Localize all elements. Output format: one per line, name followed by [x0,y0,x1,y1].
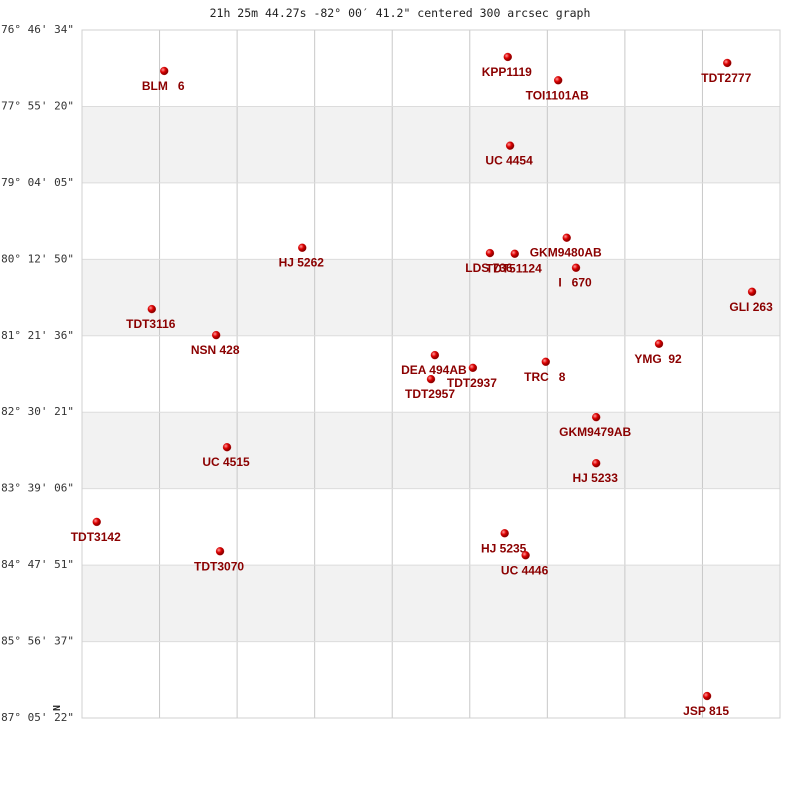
band [82,412,780,489]
star [654,339,664,348]
y-tick-label: -83° 39' 06" [0,482,74,495]
star [571,263,581,272]
star [215,547,225,556]
star-label: GLI 263 [729,300,773,314]
star-label: HJ 5235 [481,541,527,555]
north-label: N [52,705,63,711]
star [503,52,512,62]
star [521,551,530,560]
band [82,565,780,642]
star [723,58,732,68]
band [82,106,780,183]
y-tick-label: -81° 21' 36" [0,329,74,342]
star [702,691,712,701]
star-label: I 670 [558,276,592,290]
star [222,443,232,452]
star-label: BLM 6 [142,79,185,93]
star [468,363,478,372]
star [592,413,601,422]
star [160,66,169,76]
star-label: DEA 494AB [401,363,467,377]
star [554,76,563,85]
star-label: TOI1101AB [526,88,589,102]
star-label: KPP1119 [482,65,532,79]
star-label: TDT2957 [405,387,455,401]
star-label: TDT2937 [447,376,497,390]
star-label: HJ 5262 [279,256,325,270]
star [592,459,601,468]
star [426,375,436,384]
y-tick-label: -87° 05' 22" [0,711,74,724]
star-label: NSN 428 [191,343,240,357]
star [505,141,515,150]
star-label: UC 4446 [501,563,549,577]
star-label: GKM9480AB [530,246,602,260]
star-label: GKM9479AB [559,425,631,439]
star-label: HJ 5233 [573,471,619,485]
star [541,357,550,366]
band [82,259,780,336]
star [92,517,101,527]
star [298,243,307,252]
y-tick-label: -85° 56' 37" [0,635,74,648]
star-label: TDT3070 [194,559,244,573]
star-label: TDT2777 [701,71,751,85]
star [747,287,757,296]
star [500,529,509,538]
star-label: TDT51124 [486,262,542,276]
plot-border [81,29,781,719]
chart-title: 21h 25m 44.27s -82° 00′ 41.2" centered 3… [210,6,591,20]
star [510,249,519,258]
star-label: UC 4515 [202,455,250,469]
star-label: TRC 8 [524,370,566,384]
star [485,248,495,258]
star [562,233,571,242]
star-label: LDS 736 [465,261,513,275]
y-tick-label: -76° 46' 34" [0,23,74,36]
y-tick-label: -79° 04' 05" [0,176,74,189]
star-label: TDT3116 [126,317,176,331]
y-tick-label: -80° 12' 50" [0,252,74,265]
star-label: JSP 815 [683,704,729,718]
star [212,330,221,340]
y-tick-label: -84° 47' 51" [0,558,74,571]
star-label: TDT3142 [71,530,121,544]
star [147,304,156,314]
star-label: YMG 92 [634,352,682,366]
y-tick-label: -82° 30' 21" [0,405,74,418]
star-label: UC 4454 [485,154,533,168]
star [430,350,440,360]
y-tick-label: -77° 55' 20" [0,99,74,112]
